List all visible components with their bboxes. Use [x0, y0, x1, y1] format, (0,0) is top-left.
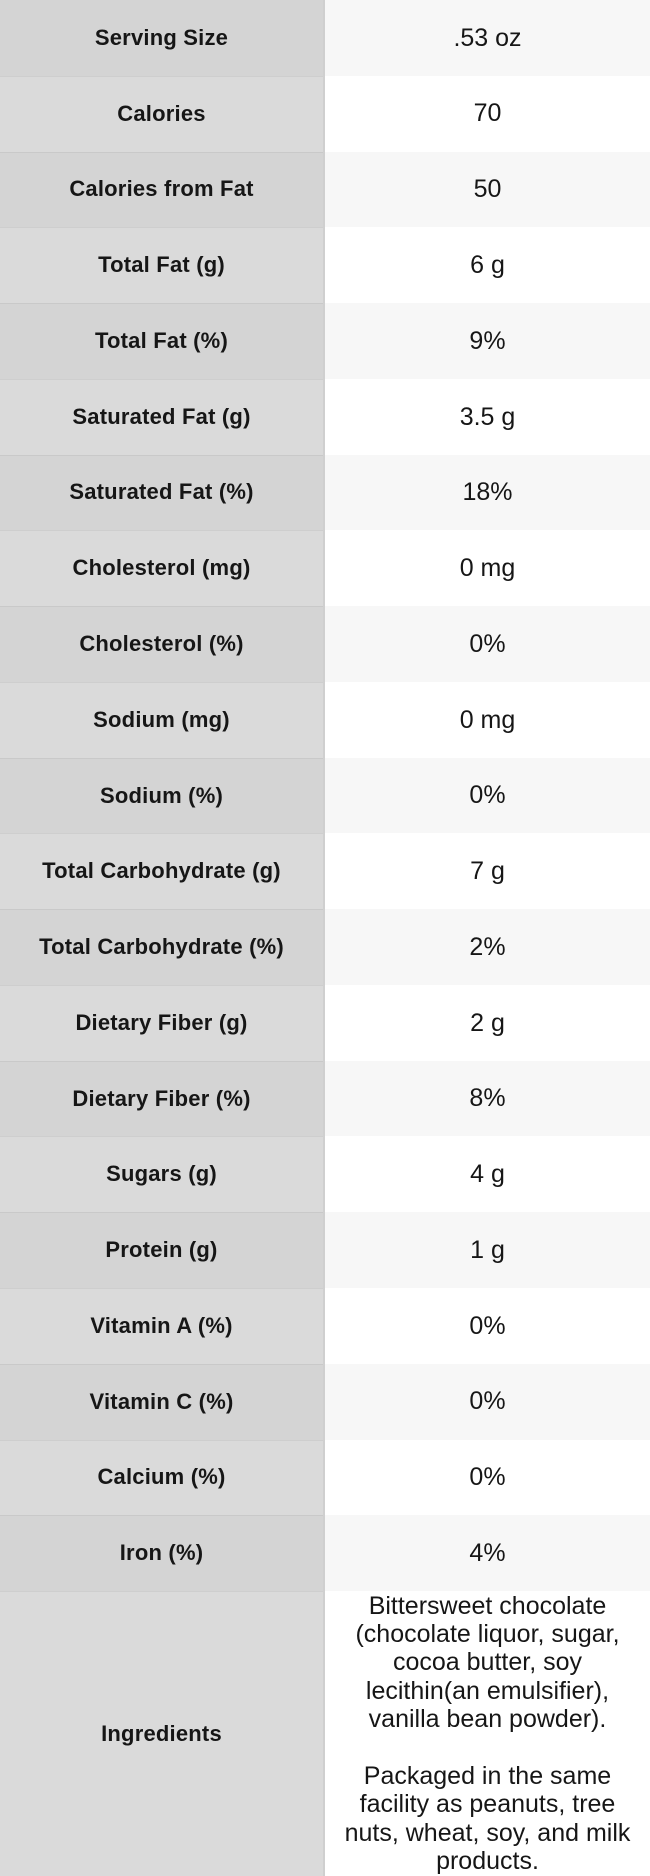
row-value: 0 mg: [325, 530, 650, 607]
row-value: 18%: [325, 454, 650, 531]
table-row: Vitamin C (%) 0%: [0, 1363, 650, 1440]
row-label: Sodium (mg): [0, 681, 325, 758]
row-value: 4%: [325, 1515, 650, 1592]
table-row: Sodium (%) 0%: [0, 757, 650, 834]
table-row: Sodium (mg) 0 mg: [0, 681, 650, 758]
row-value: 6 g: [325, 227, 650, 304]
table-row: Protein (g) 1 g: [0, 1212, 650, 1289]
row-label: Protein (g): [0, 1212, 325, 1289]
row-value: .53 oz: [325, 0, 650, 76]
row-label: Vitamin A (%): [0, 1288, 325, 1364]
row-label: Total Fat (g): [0, 227, 325, 304]
table-row: Cholesterol (mg) 0 mg: [0, 530, 650, 607]
row-label: Total Carbohydrate (g): [0, 833, 325, 910]
table-row: Cholesterol (%) 0%: [0, 606, 650, 682]
row-label: Calcium (%): [0, 1439, 325, 1516]
row-value: 9%: [325, 303, 650, 379]
row-label: Sugars (g): [0, 1136, 325, 1213]
row-value: 8%: [325, 1060, 650, 1137]
row-value: 7 g: [325, 833, 650, 910]
table-row: Saturated Fat (%) 18%: [0, 454, 650, 531]
row-value: 1 g: [325, 1212, 650, 1289]
table-row: Saturated Fat (g) 3.5 g: [0, 378, 650, 455]
row-value: 0%: [325, 1288, 650, 1364]
table-row: Iron (%) 4%: [0, 1515, 650, 1592]
row-label: Sodium (%): [0, 757, 325, 834]
row-value: 0%: [325, 606, 650, 682]
table-row: Sugars (g) 4 g: [0, 1136, 650, 1213]
row-value: 0%: [325, 1439, 650, 1516]
row-label: Ingredients: [0, 1591, 325, 1876]
row-value: 0%: [325, 757, 650, 834]
row-label: Saturated Fat (%): [0, 454, 325, 531]
row-label: Cholesterol (mg): [0, 530, 325, 607]
table-row: Serving Size .53 oz: [0, 0, 650, 76]
table-row: Calories 70: [0, 75, 650, 152]
row-value: 70: [325, 75, 650, 152]
row-label: Iron (%): [0, 1515, 325, 1592]
row-label: Total Fat (%): [0, 303, 325, 379]
table-row: Calcium (%) 0%: [0, 1439, 650, 1516]
row-label: Cholesterol (%): [0, 606, 325, 682]
row-label: Total Carbohydrate (%): [0, 909, 325, 985]
row-label: Saturated Fat (g): [0, 378, 325, 455]
row-label: Dietary Fiber (%): [0, 1060, 325, 1137]
table-row: Total Fat (%) 9%: [0, 303, 650, 379]
row-label: Serving Size: [0, 0, 325, 76]
table-row: Calories from Fat 50: [0, 151, 650, 228]
row-value: 4 g: [325, 1136, 650, 1213]
row-label: Vitamin C (%): [0, 1363, 325, 1440]
row-label: Calories: [0, 75, 325, 152]
table-row: Total Carbohydrate (%) 2%: [0, 909, 650, 985]
row-value: 2 g: [325, 984, 650, 1061]
row-value: 0%: [325, 1363, 650, 1440]
row-value: 50: [325, 151, 650, 228]
row-value: 3.5 g: [325, 378, 650, 455]
table-row: Total Carbohydrate (g) 7 g: [0, 833, 650, 910]
table-row: Vitamin A (%) 0%: [0, 1288, 650, 1364]
table-row: Total Fat (g) 6 g: [0, 227, 650, 304]
row-value: 2%: [325, 909, 650, 985]
table-row: Ingredients Bittersweet chocolate (choco…: [0, 1591, 650, 1876]
row-label: Calories from Fat: [0, 151, 325, 228]
row-value: 0 mg: [325, 681, 650, 758]
row-value: Bittersweet chocolate (chocolate liquor,…: [325, 1591, 650, 1876]
table-row: Dietary Fiber (%) 8%: [0, 1060, 650, 1137]
table-row: Dietary Fiber (g) 2 g: [0, 984, 650, 1061]
row-label: Dietary Fiber (g): [0, 984, 325, 1061]
